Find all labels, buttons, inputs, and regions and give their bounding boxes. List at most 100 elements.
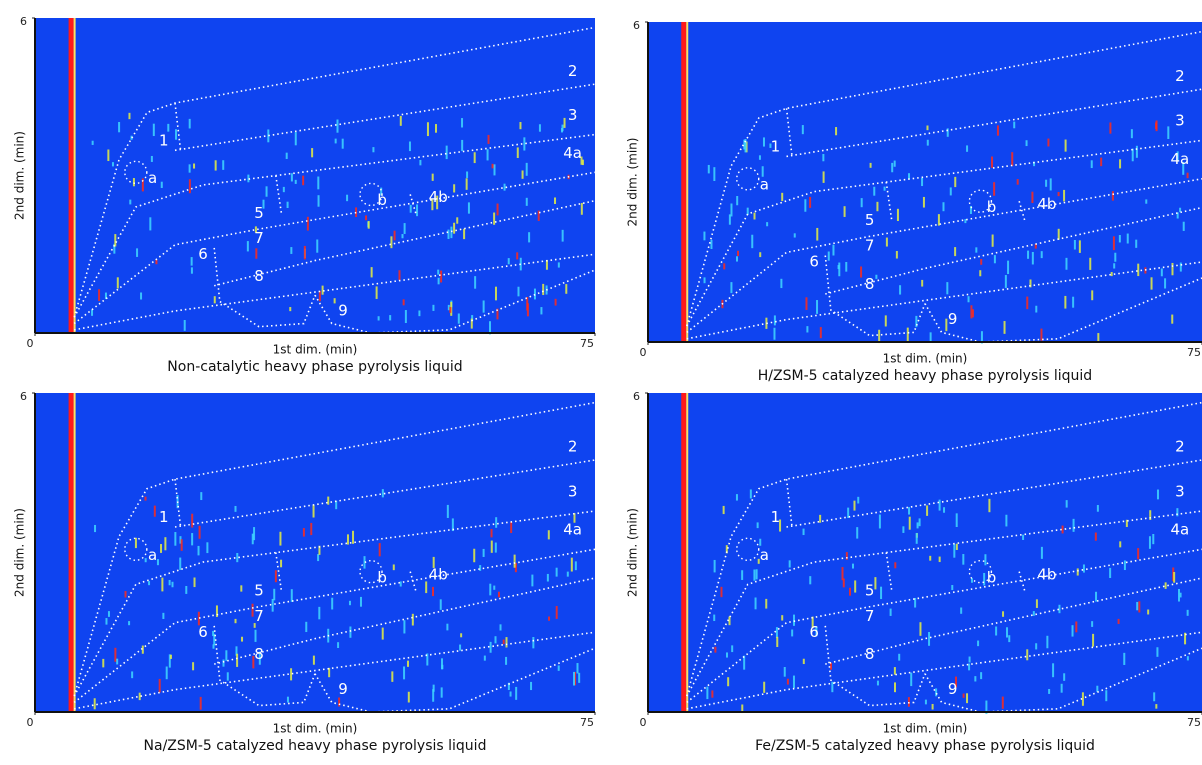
peak bbox=[169, 654, 172, 659]
region-label: 4a bbox=[563, 521, 582, 539]
peak bbox=[118, 122, 121, 133]
region-boundary bbox=[409, 194, 417, 214]
peak bbox=[1029, 279, 1032, 288]
region-label: 7 bbox=[254, 607, 264, 625]
peak bbox=[713, 167, 716, 182]
peak bbox=[891, 162, 894, 173]
peak bbox=[253, 527, 256, 541]
region-label: 4b bbox=[1037, 195, 1056, 213]
peak bbox=[1005, 514, 1008, 527]
peak bbox=[328, 667, 331, 678]
peak bbox=[141, 178, 144, 192]
peak bbox=[985, 700, 988, 715]
region-label: 4a bbox=[1170, 521, 1189, 539]
marker-circle bbox=[968, 189, 993, 213]
peak bbox=[496, 308, 499, 320]
x-tick-label: 0 bbox=[27, 716, 34, 729]
x-axis-label: 1st dim. (min) bbox=[883, 352, 968, 366]
peak bbox=[190, 257, 193, 266]
peak bbox=[191, 513, 194, 528]
peak bbox=[769, 143, 772, 148]
peak bbox=[116, 658, 119, 665]
peak bbox=[554, 298, 557, 306]
peak bbox=[730, 203, 733, 217]
peak bbox=[1090, 160, 1093, 169]
peak bbox=[781, 615, 784, 621]
peak bbox=[1031, 251, 1034, 265]
peak bbox=[931, 703, 934, 710]
x-tick-label: 0 bbox=[640, 346, 647, 359]
peak bbox=[1064, 295, 1067, 309]
peak bbox=[1008, 635, 1011, 643]
peak bbox=[960, 607, 963, 614]
peak bbox=[1065, 500, 1068, 508]
peak bbox=[190, 267, 193, 274]
peak bbox=[321, 285, 324, 295]
peak bbox=[980, 331, 983, 344]
peak bbox=[493, 212, 496, 225]
peak bbox=[783, 666, 786, 677]
region-boundary bbox=[686, 30, 1202, 327]
peak bbox=[212, 630, 215, 637]
region-boundary bbox=[214, 577, 596, 665]
peak bbox=[935, 688, 938, 697]
peak bbox=[835, 127, 838, 136]
peak bbox=[317, 195, 320, 207]
peak bbox=[1061, 525, 1064, 534]
peak bbox=[995, 626, 998, 636]
peak bbox=[153, 505, 156, 517]
peak bbox=[962, 554, 965, 565]
region-label: 4a bbox=[1170, 150, 1189, 168]
y-axis-label: 2nd dim. (min) bbox=[626, 138, 640, 227]
peak bbox=[1186, 609, 1189, 616]
peak bbox=[1176, 151, 1179, 162]
peak bbox=[893, 160, 896, 167]
peak bbox=[876, 680, 879, 686]
peak bbox=[1011, 152, 1014, 167]
peak bbox=[302, 528, 305, 537]
peak bbox=[743, 655, 746, 670]
peak bbox=[1040, 546, 1043, 559]
peak bbox=[946, 282, 949, 295]
peak bbox=[815, 626, 818, 637]
peak bbox=[969, 205, 972, 215]
peak bbox=[720, 586, 723, 598]
region-boundary bbox=[1018, 571, 1026, 592]
peak bbox=[490, 540, 493, 553]
peak bbox=[367, 221, 370, 229]
peak bbox=[1137, 263, 1140, 277]
peak bbox=[160, 181, 163, 188]
peak bbox=[193, 577, 196, 588]
peak bbox=[555, 606, 558, 619]
peak bbox=[1081, 692, 1084, 706]
peak bbox=[98, 289, 101, 301]
peak bbox=[1105, 690, 1108, 702]
peak bbox=[1118, 235, 1121, 243]
peak bbox=[399, 581, 402, 587]
peak bbox=[439, 599, 442, 610]
peak bbox=[1072, 296, 1075, 308]
peak bbox=[1112, 236, 1115, 251]
y-axis-label: 2nd dim. (min) bbox=[13, 131, 27, 220]
peak bbox=[1076, 568, 1079, 576]
peak bbox=[801, 125, 804, 135]
peak bbox=[107, 611, 110, 617]
x-tick-label: 75 bbox=[1187, 716, 1201, 729]
peak bbox=[346, 534, 349, 545]
region-label: 8 bbox=[865, 645, 875, 663]
peak bbox=[1177, 589, 1180, 602]
peak bbox=[1176, 508, 1179, 517]
peak bbox=[317, 176, 320, 190]
peak bbox=[756, 522, 759, 529]
peak bbox=[842, 578, 845, 588]
region-label: a bbox=[148, 546, 157, 564]
region-label: 1 bbox=[159, 131, 169, 149]
marker-circle bbox=[736, 537, 760, 562]
peak bbox=[878, 329, 881, 344]
peak bbox=[741, 704, 744, 714]
peak bbox=[247, 174, 250, 183]
peak bbox=[983, 572, 986, 586]
peak bbox=[745, 141, 748, 153]
peak bbox=[893, 667, 896, 675]
peak bbox=[505, 656, 508, 665]
